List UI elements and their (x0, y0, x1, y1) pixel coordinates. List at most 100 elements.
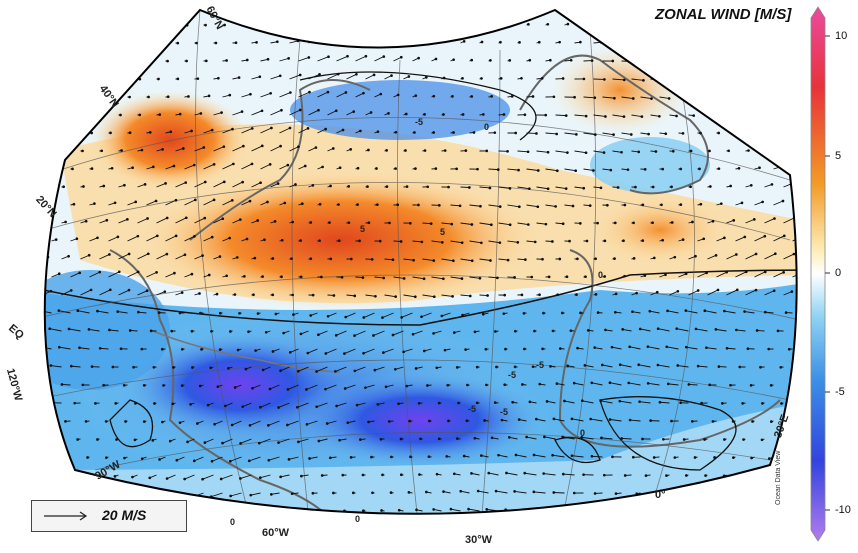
wind-arrow-head (225, 59, 228, 62)
wind-arrow-head (372, 334, 375, 337)
wind-arrow-head (594, 257, 597, 261)
wind-arrow-head (579, 311, 582, 315)
wind-arrow-head (389, 455, 393, 459)
wind-arrow-head (702, 237, 706, 241)
wind-arrow-head (518, 41, 521, 44)
wind-arrow-head (558, 347, 562, 350)
wind-arrow-head (460, 241, 464, 245)
wind-arrow (657, 364, 670, 368)
wind-arrow (650, 42, 663, 45)
wind-arrow-head (750, 456, 753, 460)
wind-arrow-head (599, 399, 603, 403)
wind-arrow (498, 258, 509, 261)
wind-arrow (564, 168, 576, 172)
wind-arrow-head (38, 133, 40, 135)
wind-arrow-head (574, 133, 578, 136)
wind-arrow (137, 253, 149, 260)
wind-arrow-head (380, 509, 383, 512)
wind-arrow-head (361, 276, 365, 279)
wind-arrow-head (233, 386, 237, 389)
wind-arrow-head (613, 257, 616, 261)
wind-arrow-head (286, 388, 290, 391)
contour-label: -5 (468, 404, 476, 414)
wind-arrow-head (120, 149, 123, 152)
wind-arrow-head (582, 186, 586, 190)
wind-arrow-head (160, 347, 164, 351)
wind-arrow (716, 271, 727, 278)
wind-arrow (423, 527, 432, 529)
wind-arrow-head (631, 60, 635, 63)
wind-arrow (401, 312, 413, 318)
wind-arrow (713, 492, 717, 495)
wind-arrow-head (86, 456, 89, 459)
wind-arrow-head (646, 510, 650, 513)
arrow-icon (44, 511, 88, 521)
wind-arrow-head (176, 77, 180, 81)
wind-arrow-head (773, 252, 777, 256)
wind-arrow-head (531, 365, 535, 369)
contour-label: 5 (360, 224, 365, 234)
wind-arrow-head (765, 77, 769, 81)
wind-arrow (707, 289, 719, 296)
wind-arrow (97, 310, 109, 314)
wind-arrow (176, 456, 185, 461)
wind-arrow (260, 92, 271, 98)
wind-arrow (127, 271, 139, 278)
wind-arrow-head (168, 24, 171, 27)
wind-arrow-head (46, 456, 50, 459)
wind-arrow-head (752, 218, 756, 221)
wind-arrow (496, 528, 508, 529)
wind-arrow-head (422, 526, 424, 528)
wind-arrow (70, 60, 80, 63)
wind-arrow-head (435, 472, 439, 476)
wind-arrow-head (702, 96, 705, 100)
wind-arrow-head (413, 131, 416, 134)
wind-arrow-head (237, 76, 241, 79)
wind-arrow (12, 365, 24, 367)
wind-arrow (478, 490, 489, 494)
wind-arrow-head (317, 38, 320, 42)
wind-arrow-head (213, 422, 217, 426)
wind-arrow (441, 312, 451, 317)
wind-arrow-head (223, 23, 226, 27)
wind-arrow-head (396, 203, 400, 207)
wind-arrow (773, 24, 780, 27)
wind-arrow-head (780, 402, 783, 405)
wind-arrow (792, 24, 797, 26)
wind-arrow-head (138, 113, 142, 117)
wind-arrow (222, 199, 233, 206)
wind-arrow-head (743, 235, 747, 239)
wind-arrow-head (120, 77, 124, 81)
wind-arrow-head (627, 510, 630, 514)
wind-arrow (583, 168, 594, 171)
wind-arrow (146, 235, 158, 242)
wind-arrow (431, 240, 443, 243)
wind-arrow-head (772, 289, 776, 293)
wind-arrow (422, 258, 434, 262)
wind-arrow-head (723, 236, 726, 240)
wind-arrow-head (656, 363, 660, 367)
wind-arrow-head (621, 328, 625, 331)
wind-arrow-head (399, 437, 403, 441)
wind-arrow (553, 418, 565, 422)
wind-arrow-head (385, 185, 389, 188)
wind-arrow (607, 510, 613, 513)
wind-arrow (213, 146, 225, 152)
wind-arrow-head (662, 437, 665, 441)
wind-arrow-head (681, 132, 685, 135)
wind-arrow (756, 510, 765, 514)
wind-arrow-head (62, 149, 66, 153)
wind-arrow-head (382, 351, 385, 354)
wind-arrow-head (216, 385, 220, 389)
wind-arrow-head (652, 256, 656, 260)
wind-arrow (555, 186, 567, 190)
wind-arrow-head (408, 221, 412, 225)
wind-arrow-head (324, 127, 327, 131)
wind-arrow (726, 42, 736, 45)
wind-arrow (563, 473, 575, 476)
wind-arrow-head (353, 369, 357, 373)
wind-arrow-head (369, 111, 373, 114)
wind-arrow-head (612, 133, 615, 137)
wind-arrow-head (451, 259, 455, 263)
wind-arrow-head (450, 222, 454, 226)
